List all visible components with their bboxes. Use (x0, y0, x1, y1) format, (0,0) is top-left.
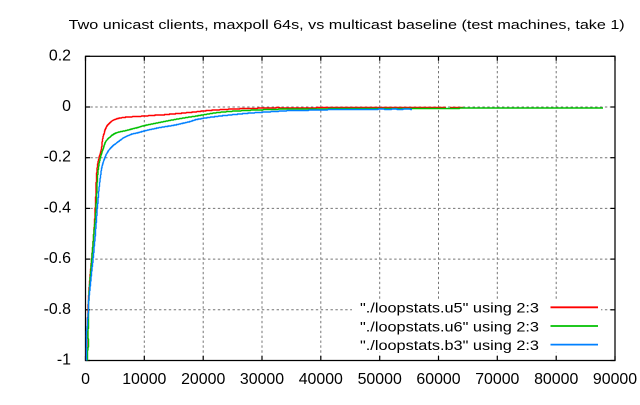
svg-text:20000: 20000 (181, 371, 225, 388)
svg-text:70000: 70000 (475, 371, 519, 388)
svg-text:-0.6: -0.6 (44, 250, 72, 267)
svg-text:0: 0 (62, 98, 71, 115)
svg-text:90000: 90000 (593, 371, 637, 388)
svg-text:-1: -1 (57, 352, 71, 369)
svg-text:"./loopstats.u5" using 2:3: "./loopstats.u5" using 2:3 (360, 301, 539, 317)
svg-text:10000: 10000 (122, 371, 166, 388)
svg-text:0.2: 0.2 (49, 47, 71, 64)
svg-text:-0.4: -0.4 (44, 199, 72, 216)
svg-text:40000: 40000 (299, 371, 343, 388)
svg-text:0: 0 (81, 371, 90, 388)
svg-text:-0.2: -0.2 (44, 149, 72, 166)
svg-text:"./loopstats.b3" using 2:3: "./loopstats.b3" using 2:3 (360, 338, 539, 354)
svg-text:-0.8: -0.8 (44, 301, 72, 318)
svg-text:50000: 50000 (358, 371, 402, 388)
svg-text:80000: 80000 (534, 371, 578, 388)
svg-text:30000: 30000 (240, 371, 284, 388)
svg-text:Two unicast clients, maxpoll 6: Two unicast clients, maxpoll 64s, vs mul… (69, 17, 625, 32)
svg-text:60000: 60000 (416, 371, 460, 388)
svg-text:"./loopstats.u6" using 2:3: "./loopstats.u6" using 2:3 (360, 319, 539, 335)
